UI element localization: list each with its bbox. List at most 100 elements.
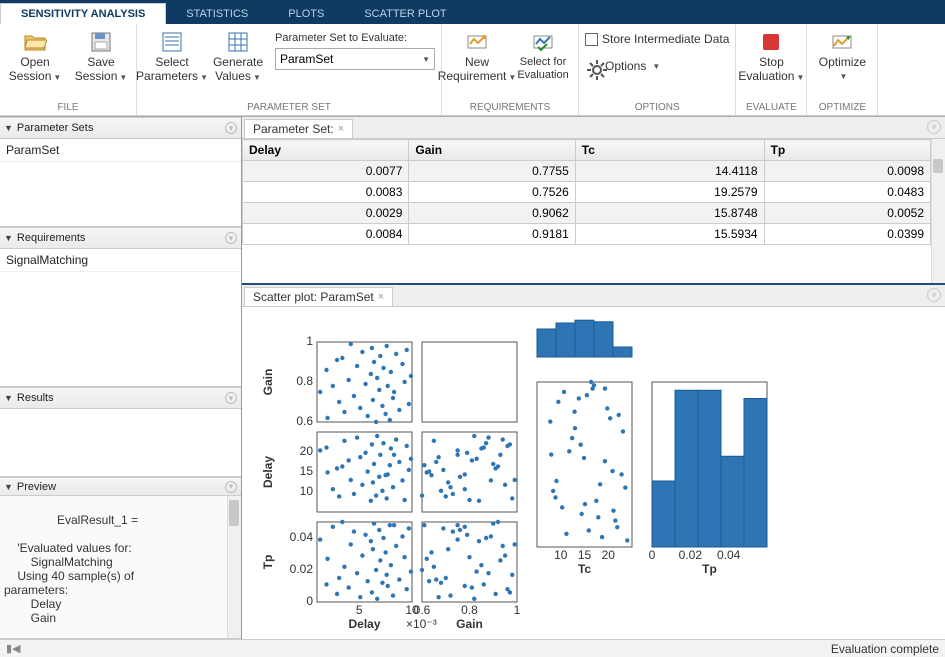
svg-text:0.6: 0.6 bbox=[414, 603, 431, 617]
svg-text:0.04: 0.04 bbox=[290, 530, 314, 544]
folder-open-icon bbox=[23, 30, 47, 54]
open-session-label: OpenSession▼ bbox=[9, 56, 62, 84]
svg-text:0.04: 0.04 bbox=[717, 548, 741, 562]
optimize-label: Optimize▼ bbox=[819, 56, 866, 82]
panel-menu-button[interactable]: ▾ bbox=[225, 232, 237, 244]
svg-text:0.02: 0.02 bbox=[679, 548, 703, 562]
options-label: Options bbox=[605, 59, 646, 73]
new-req-label: NewRequirement▼ bbox=[438, 56, 517, 84]
panel-menu-button[interactable]: ▾ bbox=[225, 392, 237, 404]
table-header[interactable]: Gain bbox=[409, 140, 575, 161]
table-row[interactable]: 0.00830.752619.25790.0483 bbox=[243, 182, 931, 203]
paramset-tab[interactable]: Parameter Set: × bbox=[244, 119, 353, 138]
svg-text:0.02: 0.02 bbox=[290, 562, 314, 576]
svg-text:15: 15 bbox=[300, 464, 314, 478]
combo-value: ParamSet bbox=[280, 52, 333, 66]
paramsets-panel-title: Parameter Sets bbox=[17, 122, 221, 134]
paramset-table: DelayGainTcTp0.00770.775514.41180.00980.… bbox=[242, 139, 945, 285]
collapse-icon[interactable]: ▼ bbox=[4, 233, 13, 243]
svg-text:Delay: Delay bbox=[261, 456, 275, 488]
stop-evaluation-button[interactable]: StopEvaluation▼ bbox=[742, 26, 800, 84]
paramset-doc-tabs: Parameter Set: × ▾ bbox=[242, 117, 945, 139]
svg-text:20: 20 bbox=[300, 444, 314, 458]
status-bar: ▮◀ Evaluation complete bbox=[0, 639, 945, 657]
new-req-icon bbox=[465, 30, 489, 54]
top-tab[interactable]: PLOTS bbox=[268, 4, 344, 24]
svg-text:1: 1 bbox=[514, 603, 521, 617]
select-parameters-label: SelectParameters▼ bbox=[136, 56, 208, 84]
options-group-label: OPTIONS bbox=[585, 102, 729, 115]
svg-text:Delay: Delay bbox=[348, 617, 380, 631]
svg-text:10: 10 bbox=[300, 484, 314, 498]
table-row[interactable]: 0.00290.906215.87480.0052 bbox=[243, 203, 931, 224]
top-tab[interactable]: SCATTER PLOT bbox=[344, 4, 466, 24]
open-session-button[interactable]: OpenSession▼ bbox=[6, 26, 64, 84]
grid-generate-icon bbox=[226, 30, 250, 54]
preview-panel-title: Preview bbox=[17, 481, 221, 493]
ribbon: OpenSession▼ SaveSession▼ FILE SelectPar… bbox=[0, 24, 945, 116]
svg-text:5: 5 bbox=[356, 603, 363, 617]
svg-text:15: 15 bbox=[578, 548, 592, 562]
close-icon[interactable]: × bbox=[378, 291, 384, 303]
optimize-group-label: OPTIMIZE bbox=[813, 102, 871, 115]
table-scrollbar[interactable] bbox=[931, 139, 945, 283]
table-header[interactable]: Delay bbox=[243, 140, 409, 161]
select-eval-icon bbox=[531, 30, 555, 54]
save-session-button[interactable]: SaveSession▼ bbox=[72, 26, 130, 84]
table-row[interactable]: 0.00770.775514.41180.0098 bbox=[243, 161, 931, 182]
table-header[interactable]: Tc bbox=[575, 140, 764, 161]
svg-text:Gain: Gain bbox=[456, 617, 483, 631]
left-sidebar: ▼ Parameter Sets ▾ ParamSet ▼ Requiremen… bbox=[0, 117, 242, 639]
panel-menu-button[interactable]: ▾ bbox=[225, 122, 237, 134]
rewind-icon[interactable]: ▮◀ bbox=[6, 642, 21, 655]
paramset-group-label: PARAMETER SET bbox=[143, 102, 435, 115]
collapse-icon[interactable]: ▼ bbox=[4, 482, 13, 492]
scatter-tab[interactable]: Scatter plot: ParamSet × bbox=[244, 287, 393, 306]
stop-eval-label: StopEvaluation▼ bbox=[738, 56, 804, 84]
panel-menu-button[interactable]: ▾ bbox=[225, 481, 237, 493]
svg-text:0: 0 bbox=[649, 548, 656, 562]
chevron-down-icon: ▼ bbox=[422, 55, 430, 64]
new-requirement-button[interactable]: NewRequirement▼ bbox=[448, 26, 506, 84]
generate-values-button[interactable]: GenerateValues▼ bbox=[209, 26, 267, 84]
requirements-panel-title: Requirements bbox=[17, 232, 221, 244]
store-intermediate-checkbox[interactable]: Store Intermediate Data bbox=[585, 26, 729, 46]
doc-menu-button[interactable]: ▾ bbox=[927, 120, 941, 134]
store-intermediate-label: Store Intermediate Data bbox=[602, 32, 729, 46]
select-for-eval-button[interactable]: Select forEvaluation bbox=[514, 26, 572, 81]
svg-text:Gain: Gain bbox=[261, 369, 275, 396]
close-icon[interactable]: × bbox=[338, 123, 344, 135]
options-button[interactable]: Options ▼ bbox=[585, 52, 729, 74]
paramset-combo[interactable]: ParamSet ▼ bbox=[275, 48, 435, 70]
svg-text:Tp: Tp bbox=[261, 555, 275, 570]
paramset-item[interactable]: ParamSet bbox=[0, 139, 241, 162]
table-row[interactable]: 0.00840.918115.59340.0399 bbox=[243, 224, 931, 245]
select-parameters-button[interactable]: SelectParameters▼ bbox=[143, 26, 201, 84]
table-header[interactable]: Tp bbox=[764, 140, 930, 161]
optimize-button[interactable]: Optimize▼ bbox=[813, 26, 871, 82]
chevron-down-icon: ▼ bbox=[652, 62, 660, 71]
generate-values-label: GenerateValues▼ bbox=[213, 56, 263, 84]
top-tab[interactable]: SENSITIVITY ANALYSIS bbox=[0, 3, 166, 24]
optimize-icon bbox=[830, 30, 854, 54]
svg-text:20: 20 bbox=[602, 548, 616, 562]
results-panel-title: Results bbox=[17, 392, 221, 404]
svg-text:Tc: Tc bbox=[578, 562, 591, 576]
svg-text:0.6: 0.6 bbox=[296, 414, 313, 428]
svg-text:1: 1 bbox=[306, 334, 313, 348]
doc-menu-button[interactable]: ▾ bbox=[927, 288, 941, 302]
svg-text:Tp: Tp bbox=[702, 562, 717, 576]
svg-text:10: 10 bbox=[554, 548, 568, 562]
collapse-icon[interactable]: ▼ bbox=[4, 393, 13, 403]
reqs-group-label: REQUIREMENTS bbox=[448, 102, 572, 115]
collapse-icon[interactable]: ▼ bbox=[4, 123, 13, 133]
svg-text:0.8: 0.8 bbox=[296, 374, 313, 388]
checkbox-icon bbox=[585, 33, 598, 46]
scatter-plot-area: Gain Delay Tp 0.6 0.8 1 10 15 20 0 0.02 0.04 5 10 Dela… bbox=[242, 307, 945, 639]
requirement-item[interactable]: SignalMatching bbox=[0, 249, 241, 272]
svg-text:0.8: 0.8 bbox=[461, 603, 478, 617]
top-tab[interactable]: STATISTICS bbox=[166, 4, 268, 24]
scatter-doc-tabs: Scatter plot: ParamSet × ▾ bbox=[242, 285, 945, 307]
file-group-label: FILE bbox=[6, 102, 130, 115]
preview-scrollbar[interactable] bbox=[227, 496, 241, 638]
